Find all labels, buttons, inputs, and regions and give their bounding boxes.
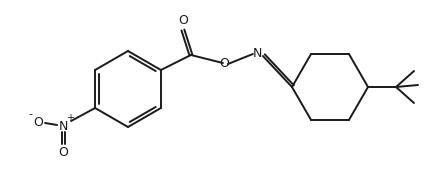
Text: N: N	[253, 47, 262, 61]
Text: -: -	[28, 109, 32, 119]
Text: O: O	[178, 15, 187, 27]
Text: +: +	[66, 113, 74, 123]
Text: O: O	[33, 116, 43, 129]
Text: N: N	[58, 119, 68, 133]
Text: O: O	[58, 145, 68, 158]
Text: O: O	[218, 58, 228, 70]
